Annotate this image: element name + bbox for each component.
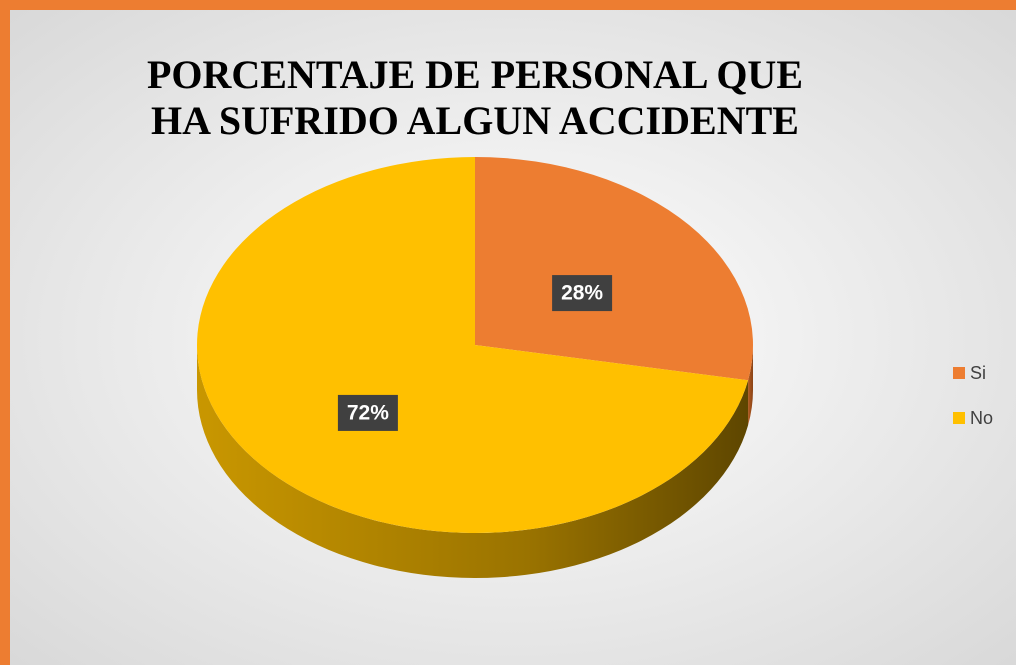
data-label: 28% xyxy=(561,282,603,305)
legend-label: Si xyxy=(970,363,986,383)
data-label-box xyxy=(552,275,613,312)
data-label-box xyxy=(337,394,398,431)
slice xyxy=(196,157,749,533)
data-label: 72% xyxy=(347,401,389,424)
legend-swatch xyxy=(953,367,965,379)
slice xyxy=(475,157,753,381)
legend-label: No xyxy=(970,408,993,428)
legend-swatch xyxy=(953,412,965,424)
chart-title: PORCENTAJE DE PERSONAL QUE HA SUFRIDO AL… xyxy=(146,52,803,143)
pie: 28% 72% xyxy=(196,157,753,578)
legend: Si No xyxy=(953,363,993,428)
slice-side xyxy=(748,345,753,426)
slice-side xyxy=(197,345,749,578)
